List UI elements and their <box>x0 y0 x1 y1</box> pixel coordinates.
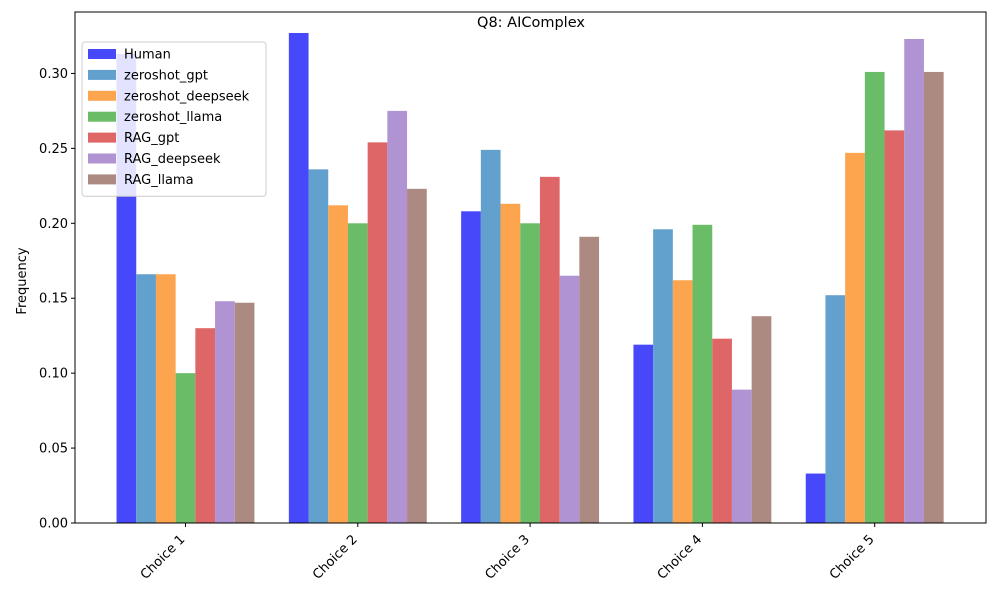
bar-zeroshot_gpt-choice-1 <box>136 274 156 523</box>
legend-swatch <box>88 49 116 59</box>
legend-swatch <box>88 111 116 122</box>
bar-zeroshot_gpt-choice-4 <box>653 229 673 524</box>
bar-RAG_deepseek-choice-5 <box>904 38 924 523</box>
bar-RAG_deepseek-choice-4 <box>731 389 752 523</box>
bar-RAG_llama-choice-1 <box>234 302 255 523</box>
bar-zeroshot_deepseek-choice-4 <box>672 280 693 523</box>
legend-label: zeroshot_deepseek <box>124 89 250 104</box>
bar-Human-choice-2 <box>288 32 309 523</box>
bar-RAG_gpt-choice-4 <box>712 338 732 523</box>
bar-RAG_gpt-choice-2 <box>367 142 388 523</box>
legend-swatch <box>88 153 116 164</box>
y-tick-label: 0.10 <box>39 367 68 382</box>
bar-zeroshot_deepseek-choice-5 <box>845 152 865 524</box>
bar-RAG_llama-choice-3 <box>579 236 600 523</box>
bar-Human-choice-3 <box>461 211 481 524</box>
bar-zeroshot_llama-choice-2 <box>347 223 368 524</box>
legend-box <box>81 41 267 197</box>
chart-title: Q8: AIComplex <box>477 15 585 31</box>
y-axis-label: Frequency <box>15 247 30 314</box>
bar-zeroshot_gpt-choice-3 <box>480 149 501 523</box>
bar-RAG_deepseek-choice-1 <box>215 301 235 523</box>
legend-swatch <box>88 132 116 143</box>
bar-zeroshot_llama-choice-1 <box>175 373 196 523</box>
bar-Human-choice-4 <box>633 344 654 523</box>
bar-zeroshot_llama-choice-3 <box>520 223 540 524</box>
legend-label: zeroshot_llama <box>124 110 222 125</box>
bar-Human-choice-5 <box>805 473 826 523</box>
y-tick-label: 0.00 <box>39 517 68 532</box>
legend-swatch <box>88 69 116 80</box>
legend-label: RAG_deepseek <box>124 152 221 167</box>
bar-zeroshot_deepseek-choice-3 <box>500 203 521 523</box>
bar-zeroshot_deepseek-choice-1 <box>155 274 176 523</box>
plot-frame <box>74 11 987 524</box>
y-tick-label: 0.20 <box>39 217 68 232</box>
bar-RAG_deepseek-choice-2 <box>387 110 408 524</box>
y-tick-label: 0.30 <box>39 67 68 82</box>
y-tick-label: 0.25 <box>39 142 68 157</box>
legend: Human zeroshot_gpt zeroshot_deepseekzerosh… <box>81 41 267 197</box>
bars-group <box>116 32 944 524</box>
legend-label: RAG_llama <box>124 173 194 188</box>
legend-label: zeroshot_gpt <box>124 68 208 83</box>
legend-swatch <box>88 174 116 185</box>
bar-zeroshot_deepseek-choice-2 <box>328 205 348 523</box>
y-axis: 0.00 0.05 0.10 0.15 0.20 0.25 0.30 <box>39 67 75 532</box>
bar-RAG_llama-choice-2 <box>407 188 427 523</box>
bar-RAG_llama-choice-4 <box>751 316 772 523</box>
bar-RAG_gpt-choice-3 <box>539 176 560 523</box>
legend-swatch <box>88 90 116 101</box>
y-tick-label: 0.15 <box>39 292 68 307</box>
bar-zeroshot_llama-choice-4 <box>692 224 713 524</box>
y-tick-label: 0.05 <box>39 442 68 457</box>
bar-zeroshot_llama-choice-5 <box>864 71 885 523</box>
bar-RAG_gpt-choice-1 <box>195 328 216 523</box>
bar-zeroshot_gpt-choice-2 <box>308 169 329 523</box>
bar-RAG_llama-choice-5 <box>923 71 944 523</box>
legend-label: Human <box>124 48 171 63</box>
bar-RAG_gpt-choice-5 <box>884 130 905 523</box>
legend-label: RAG_gpt <box>124 131 179 146</box>
bar-zeroshot_gpt-choice-5 <box>825 295 846 523</box>
bar-RAG_deepseek-choice-3 <box>559 275 580 523</box>
